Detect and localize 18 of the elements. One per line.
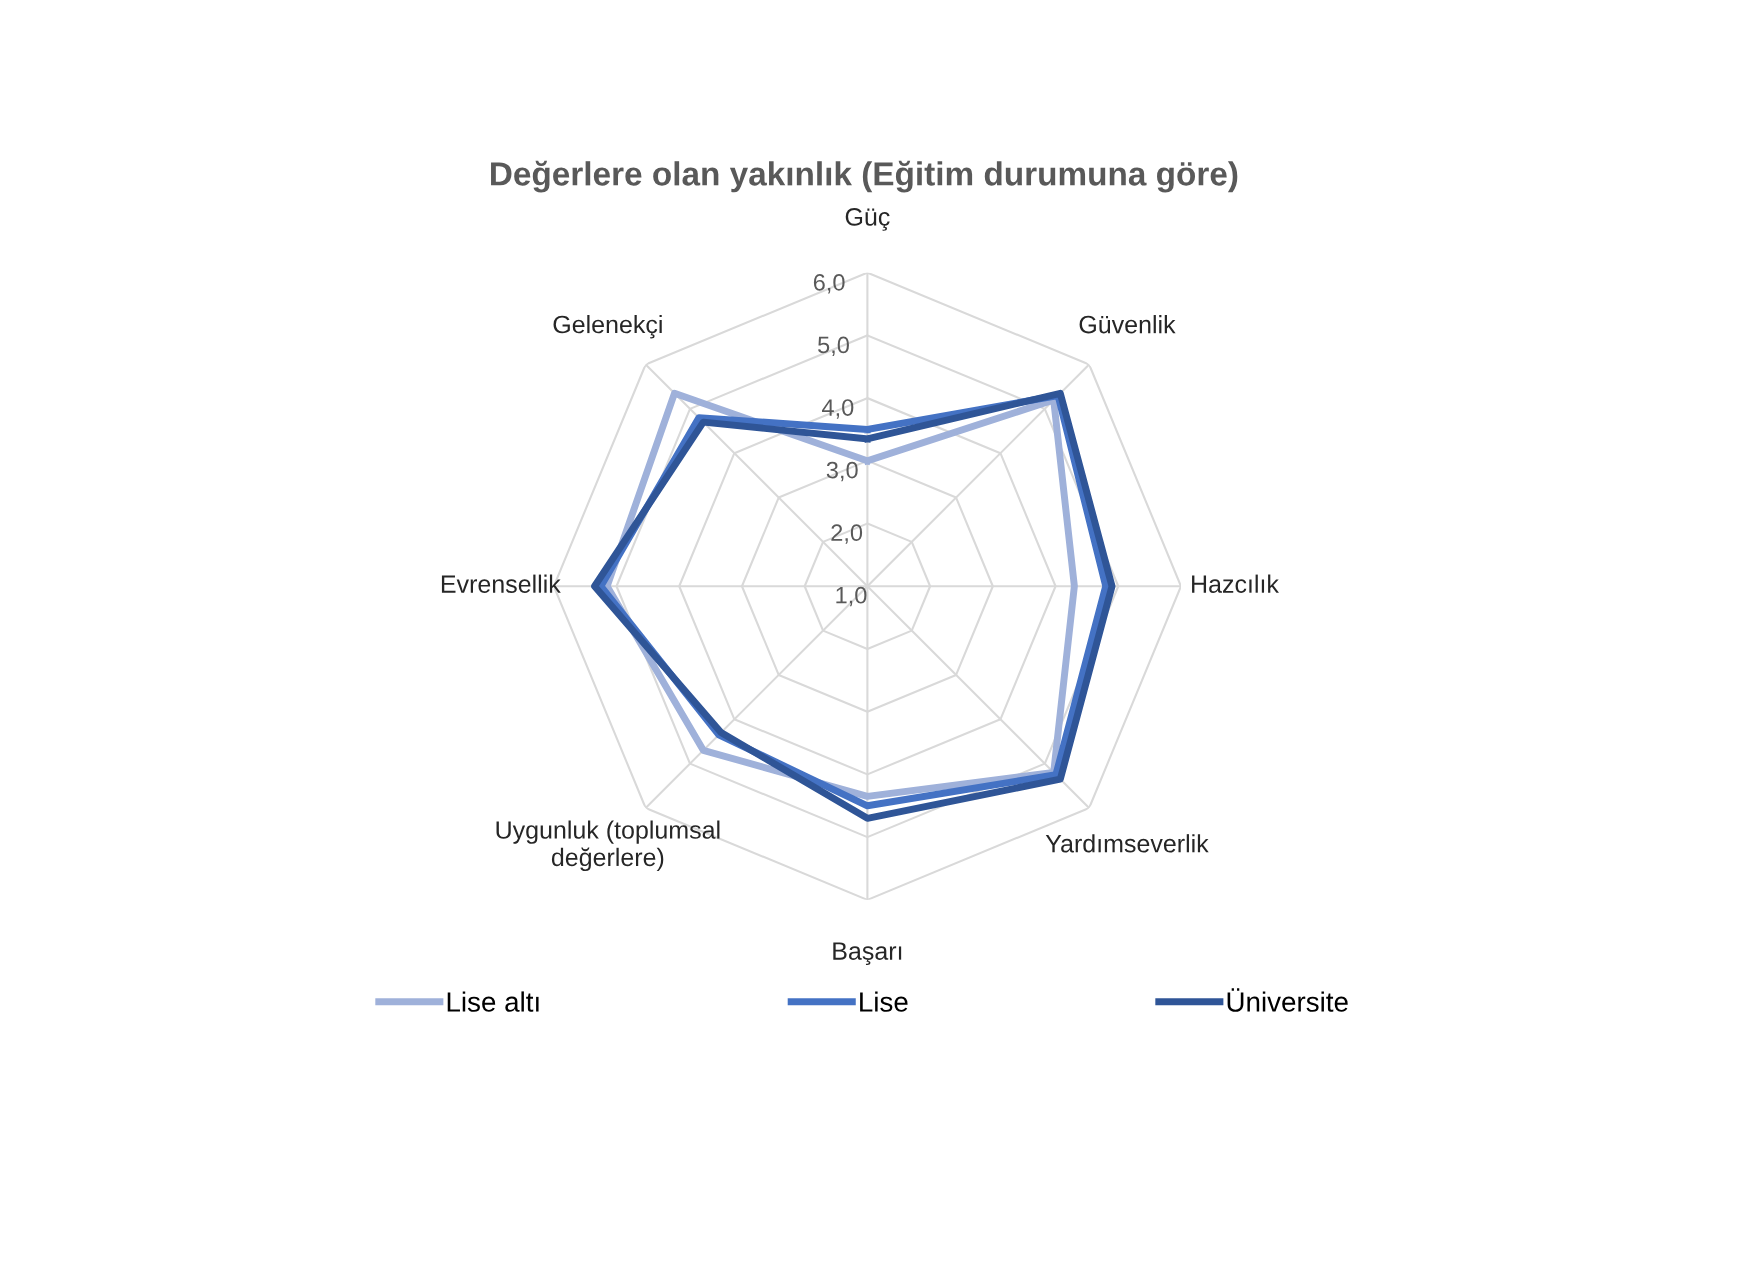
spoke-label: Güç bbox=[845, 208, 890, 231]
y-tick-label: 6,0 bbox=[813, 274, 845, 294]
legend-label: Lise bbox=[860, 991, 908, 1012]
spoke-label: Güvenlik bbox=[1079, 315, 1176, 334]
y-tick-label: 4,0 bbox=[821, 399, 854, 419]
spoke-label: Yardımseverlik bbox=[1045, 834, 1209, 853]
y-tick-label: 2,0 bbox=[831, 524, 863, 544]
y-tick-label: 1,0 bbox=[836, 586, 867, 607]
legend-label: Lise altı bbox=[447, 991, 539, 1012]
spoke-label: Gelenekçi bbox=[553, 314, 662, 339]
spoke-label: Uygunluk (toplumsal değerlere) bbox=[496, 820, 720, 872]
spoke-label: Başarı bbox=[833, 942, 902, 965]
y-tick-label: 5,0 bbox=[818, 336, 849, 357]
spoke-label: Hazcılık bbox=[1192, 574, 1279, 593]
spoke-label: Evrensellik bbox=[441, 574, 561, 593]
y-tick-label: 3,0 bbox=[826, 461, 858, 482]
chart-title: Değerlere olan yakınlık (Eğitim durumuna göre) bbox=[491, 160, 1238, 193]
legend-label: Üniversite bbox=[1227, 988, 1348, 1012]
